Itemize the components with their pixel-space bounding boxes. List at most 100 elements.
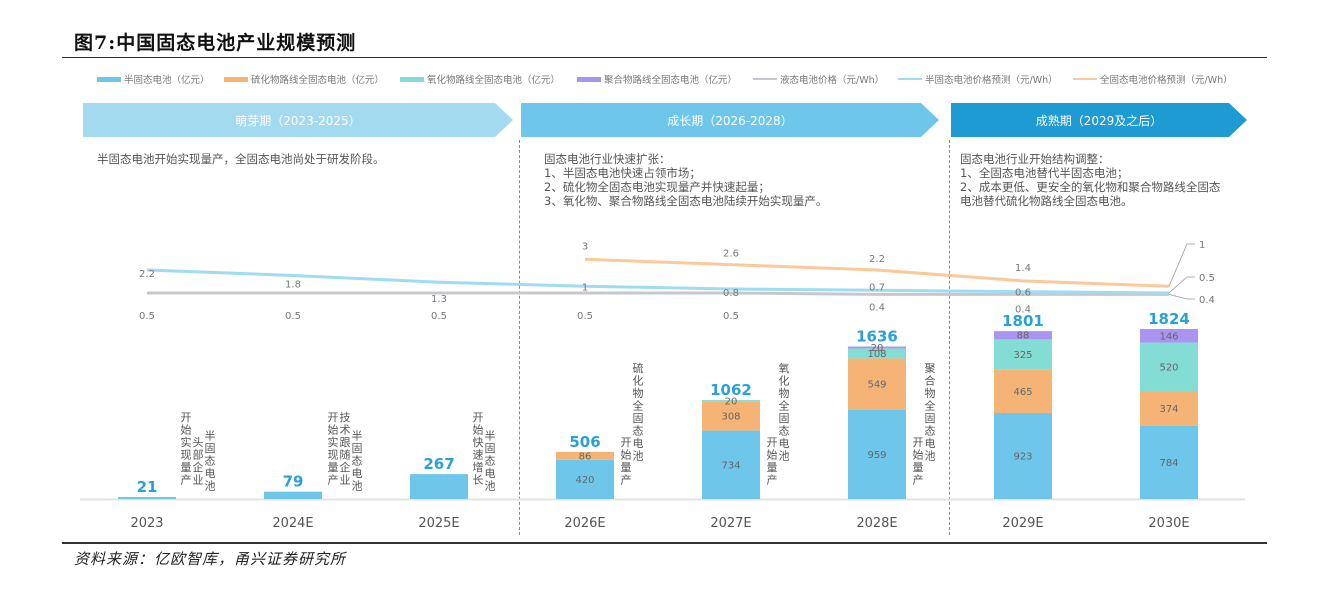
price-label: 0.4 [869,302,885,313]
bar-segment-label: 420 [575,475,594,486]
annotation-char: 半 [205,429,216,443]
annotation-char: 长 [473,474,484,487]
annotation-char: 电 [205,467,216,480]
phase-banner-label: 成长期（2026-2028） [667,113,793,128]
annotation-char: 物 [925,386,936,400]
bar-segment-label: 20 [871,343,884,354]
annotation-char: 态 [779,425,790,438]
bar-total-label: 79 [283,473,304,491]
annotation-char: 增 [473,460,484,474]
bar-segment-label: 374 [1159,404,1178,415]
annotation-char: 态 [633,425,644,438]
bar-segment [410,474,468,499]
bar-segment-label: 308 [721,412,740,423]
annotation-char: 始 [913,448,924,462]
source-note: 资料来源：亿欧智库，甬兴证券研究所 [74,550,347,568]
phase-banner-sprout: 萌芽期（2023-2025） [83,103,513,137]
annotation-char: 电 [779,437,790,450]
annotation-char: 固 [779,412,790,425]
bar-segment [1140,425,1198,499]
x-tick-label: 2028E [856,516,897,531]
leader-line [1168,243,1195,287]
annotation-char: 企 [340,460,351,474]
legend-item: 半固态电池价格预测（元/Wh） [898,72,1058,86]
annotation-char: 开 [621,436,632,449]
price-label: 0.5 [723,311,739,322]
bar-segment [1140,329,1198,343]
annotation-char: 电 [925,437,936,450]
legend-item: 硫化物路线全固态电池（亿元） [224,72,384,86]
annotation-char: 开 [473,411,484,424]
legend-item: 液态电池价格（元/Wh） [753,72,884,86]
legend-label: 聚合物路线全固态电池（亿元） [604,75,738,86]
price-label: 0.7 [869,282,885,293]
price-label: 0.5 [577,311,593,322]
annotation-char: 开 [913,436,924,449]
phase-banner-label: 萌芽期（2023-2025） [235,113,361,128]
annotation-char: 电 [352,467,363,480]
price-label: 1 [582,282,588,293]
annotation-char: 物 [779,386,790,400]
annotation-char: 池 [352,480,363,493]
annotation-char: 实 [181,435,192,449]
price-label: 0.5 [431,311,447,322]
annotation-char: 电 [485,467,496,480]
bar-segment [848,348,906,359]
annotation-char: 现 [328,449,339,462]
annotation-char: 跟 [340,436,351,449]
annotation-char: 硫 [633,361,644,375]
annotation-char: 产 [767,473,778,487]
price-line [147,291,1169,296]
annotation-char: 开 [181,411,192,424]
bar-segment [848,346,906,349]
bar-segment [994,412,1052,499]
bar-total-label: 506 [569,433,600,451]
bar-total-label: 1801 [1002,312,1044,330]
annotation-char: 化 [779,374,790,388]
annotation-char: 术 [340,424,351,437]
bar-segment-label: 88 [1017,331,1030,342]
bar-segment-label: 549 [867,380,886,391]
price-label: 1.3 [431,294,447,305]
annotation-char: 量 [621,461,632,474]
legend-item: 全固态电池价格预测（元/Wh） [1073,72,1233,86]
annotation-char: 固 [925,412,936,425]
bar-total-label: 21 [137,478,158,496]
price-label: 1.4 [1015,263,1031,274]
legend-label: 液态电池价格（元/Wh） [780,75,885,86]
bar-segment-label: 784 [1159,458,1178,469]
annotation-char: 态 [485,455,496,468]
annotation-char: 产 [328,473,339,487]
price-end-label: 0.5 [1199,273,1215,284]
bar-segment-label: 734 [721,460,740,471]
bar-segment [994,339,1052,370]
annotation-char: 量 [913,461,924,474]
annotation-char: 化 [633,374,644,388]
price-label: 1.8 [285,279,301,290]
legend-label: 全固态电池价格预测（元/Wh） [1100,75,1233,86]
bar-segment-label: 325 [1013,350,1032,361]
bar-segment [1140,342,1198,392]
annotation-char: 固 [633,412,644,425]
price-label: 0.6 [1015,288,1031,299]
bar-segment [848,358,906,410]
annotation-char: 电 [633,437,644,450]
bar-total-label: 1062 [710,381,752,399]
legend-item: 氧化物路线全固态电池（亿元） [400,72,560,86]
annotation-char: 快 [473,436,484,449]
annotation-char: 态 [925,425,936,438]
bar-segment-label: 108 [867,349,886,360]
phase-banner-mature: 成熟期（2029及之后） [951,103,1247,137]
bar-segment [1140,391,1198,426]
annotation-char: 量 [181,461,192,474]
legend-swatch [97,76,121,82]
annotation-char: 氧 [779,361,790,375]
x-tick-label: 2027E [710,516,751,531]
annotation-char: 合 [925,374,936,388]
annotation-char: 全 [925,399,936,413]
annotation-char: 池 [633,450,644,463]
x-tick-label: 2024E [272,516,313,531]
bar-total-label: 267 [423,455,454,473]
legend-swatch [224,76,248,82]
annotation-char: 半 [352,429,363,443]
